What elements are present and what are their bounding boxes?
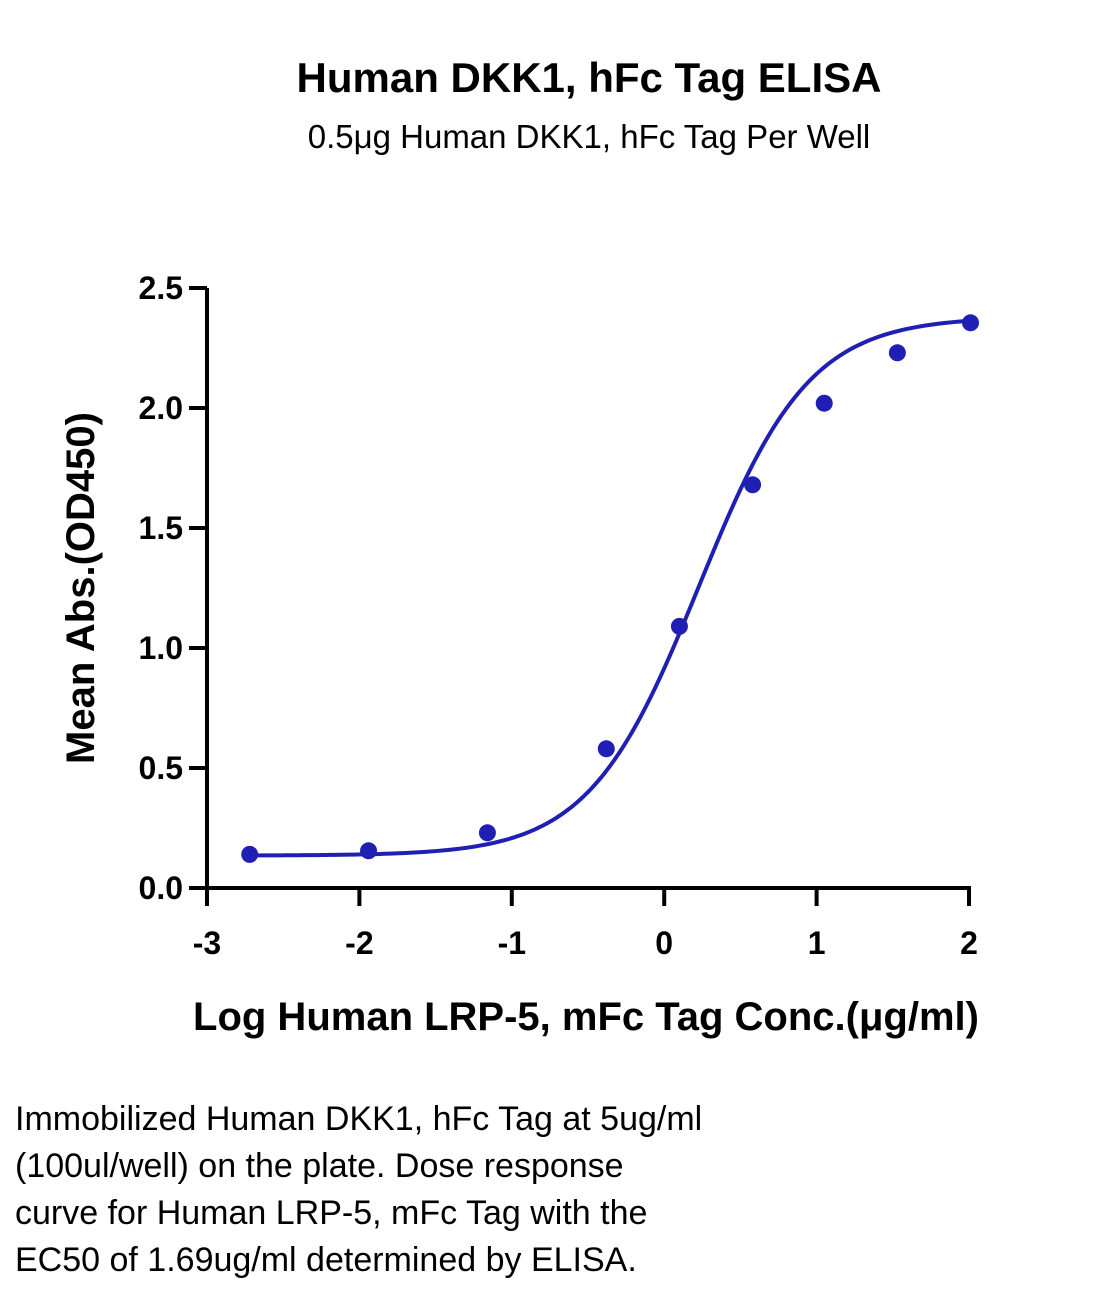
data-point [241,845,259,863]
x-tick-label: -2 [345,925,373,961]
caption-line: EC50 of 1.69ug/ml determined by ELISA. [15,1241,637,1279]
caption-line: Immobilized Human DKK1, hFc Tag at 5ug/m… [15,1100,703,1138]
y-tick-label: 2.5 [139,270,183,306]
data-point [478,824,496,842]
y-axis-label: Mean Abs.(OD450) [59,412,103,764]
x-axis-label: Log Human LRP-5, mFc Tag Conc.(μg/ml) [193,995,979,1039]
x-tick-label: 0 [655,925,673,961]
chart-title: Human DKK1, hFc Tag ELISA [296,54,882,101]
figure-caption: Immobilized Human DKK1, hFc Tag at 5ug/m… [15,1096,1095,1284]
x-tick-label: 2 [960,925,978,961]
fit-curve-layer [249,318,971,858]
y-tick-label: 1.0 [139,630,183,666]
elisa-plot: 0.0 0.5 1.0 1.5 2.0 2.5 -3 -2 -1 0 1 2 Log Human LR… [59,270,980,1039]
data-point [597,740,615,758]
data-point [670,617,688,635]
caption-line: curve for Human LRP-5, mFc Tag with the [15,1194,648,1232]
x-tick-label: -1 [498,925,526,961]
y-tick-label: 1.5 [139,510,183,546]
data-point [360,842,378,860]
data-point [744,476,762,494]
y-tick-label: 2.0 [139,390,183,426]
data-point [815,394,833,412]
axes: 0.0 0.5 1.0 1.5 2.0 2.5 -3 -2 -1 0 1 2 [139,270,978,961]
y-tick-label: 0.0 [139,870,183,906]
data-points-layer [241,314,980,863]
data-point [962,314,980,332]
chart-subtitle: 0.5μg Human DKK1, hFc Tag Per Well [307,118,871,155]
y-tick-label: 0.5 [139,750,183,786]
x-tick-label: -3 [193,925,221,961]
data-point [888,344,906,362]
x-tick-label: 1 [808,925,826,961]
fit-curve [249,318,971,858]
caption-line: (100ul/well) on the plate. Dose response [15,1147,624,1185]
